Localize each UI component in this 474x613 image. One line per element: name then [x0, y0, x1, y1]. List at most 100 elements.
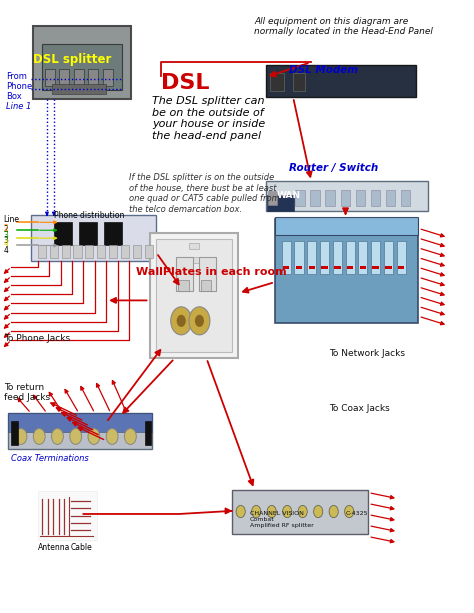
Bar — [73, 245, 82, 258]
Circle shape — [125, 428, 137, 444]
Circle shape — [15, 428, 27, 444]
Bar — [334, 265, 340, 269]
Bar — [321, 265, 328, 269]
Text: 2: 2 — [4, 224, 9, 232]
Bar — [62, 245, 70, 258]
Bar — [190, 243, 199, 249]
Text: DSL: DSL — [161, 73, 210, 93]
Bar — [50, 245, 58, 258]
Bar — [386, 190, 395, 206]
Bar — [358, 240, 367, 274]
Bar — [371, 240, 380, 274]
Bar — [38, 245, 46, 258]
Circle shape — [177, 314, 186, 327]
Text: The DSL splitter can
be on the outside of
your house or inside
the head-end pane: The DSL splitter can be on the outside o… — [152, 96, 265, 141]
Bar — [97, 245, 105, 258]
Circle shape — [52, 428, 64, 444]
Circle shape — [329, 506, 338, 517]
Text: Line
2
3
4: Line 2 3 4 — [4, 215, 19, 255]
Bar — [360, 265, 366, 269]
Bar — [45, 69, 55, 86]
Text: 3: 3 — [4, 232, 9, 240]
Bar — [121, 245, 129, 258]
Text: If the DSL splitter is on the outside
of the house, there bust be at least
one q: If the DSL splitter is on the outside of… — [129, 173, 280, 214]
Bar — [38, 491, 97, 539]
Bar — [176, 257, 193, 291]
Bar — [8, 413, 152, 432]
Bar — [266, 181, 428, 211]
Text: To return
feed Jacks: To return feed Jacks — [4, 383, 50, 402]
Bar — [52, 85, 106, 94]
Bar — [371, 190, 380, 206]
Circle shape — [88, 428, 100, 444]
Text: DSL splitter: DSL splitter — [33, 53, 111, 66]
Text: DSL Modem: DSL Modem — [289, 66, 357, 75]
Bar — [275, 217, 419, 235]
Bar — [156, 239, 232, 352]
Circle shape — [33, 428, 45, 444]
Bar — [282, 240, 291, 274]
Bar — [333, 240, 342, 274]
Bar — [54, 223, 72, 245]
Bar — [11, 421, 18, 445]
Circle shape — [171, 306, 191, 335]
Bar — [179, 280, 189, 291]
Circle shape — [106, 428, 118, 444]
Bar — [296, 265, 302, 269]
Text: WAN: WAN — [277, 191, 301, 200]
Text: To Coax Jacks: To Coax Jacks — [329, 404, 390, 413]
Bar — [307, 240, 316, 274]
Text: CHANNEL VISION
Combat
Amplified RF splitter: CHANNEL VISION Combat Amplified RF split… — [250, 511, 314, 528]
Text: All equipment on this diagram are
normally located in the Head-End Panel: All equipment on this diagram are normal… — [255, 17, 433, 36]
Bar — [89, 69, 99, 86]
Bar — [145, 421, 151, 445]
Bar — [267, 196, 293, 211]
Circle shape — [345, 506, 354, 517]
Text: WallPlates in each room: WallPlates in each room — [136, 267, 286, 277]
Circle shape — [267, 506, 276, 517]
Bar — [309, 265, 315, 269]
Bar — [145, 245, 153, 258]
Bar — [103, 69, 113, 86]
Bar — [232, 490, 368, 533]
Bar — [397, 240, 406, 274]
Bar — [320, 240, 329, 274]
Bar — [201, 280, 211, 291]
Bar — [293, 73, 304, 91]
Bar — [149, 234, 238, 359]
Bar — [294, 240, 303, 274]
Bar — [8, 413, 152, 449]
Bar — [283, 265, 290, 269]
Bar — [347, 265, 353, 269]
Text: Line 1: Line 1 — [6, 102, 31, 111]
Bar — [79, 223, 97, 245]
Text: To Phone Jacks: To Phone Jacks — [4, 334, 70, 343]
Bar — [270, 73, 284, 91]
Bar — [385, 265, 392, 269]
Circle shape — [314, 506, 323, 517]
Circle shape — [252, 506, 261, 517]
Bar — [340, 190, 350, 206]
Circle shape — [236, 506, 245, 517]
Bar — [398, 265, 404, 269]
Bar — [190, 257, 199, 264]
Text: Antenna: Antenna — [37, 543, 70, 552]
Circle shape — [283, 506, 292, 517]
Text: Phone distribution: Phone distribution — [54, 211, 124, 219]
Bar — [59, 69, 69, 86]
Text: C-4325: C-4325 — [346, 511, 368, 516]
Bar — [295, 190, 304, 206]
Text: From
Phone
Box: From Phone Box — [6, 72, 32, 101]
Bar — [85, 245, 93, 258]
Bar — [199, 257, 216, 291]
Text: Router / Switch: Router / Switch — [289, 163, 378, 173]
Bar — [275, 219, 419, 323]
Bar — [356, 190, 365, 206]
Bar — [42, 44, 122, 90]
Bar — [310, 190, 319, 206]
Bar — [268, 191, 277, 205]
Bar — [266, 66, 416, 97]
Circle shape — [189, 306, 210, 335]
Bar — [346, 240, 355, 274]
Bar — [401, 190, 410, 206]
